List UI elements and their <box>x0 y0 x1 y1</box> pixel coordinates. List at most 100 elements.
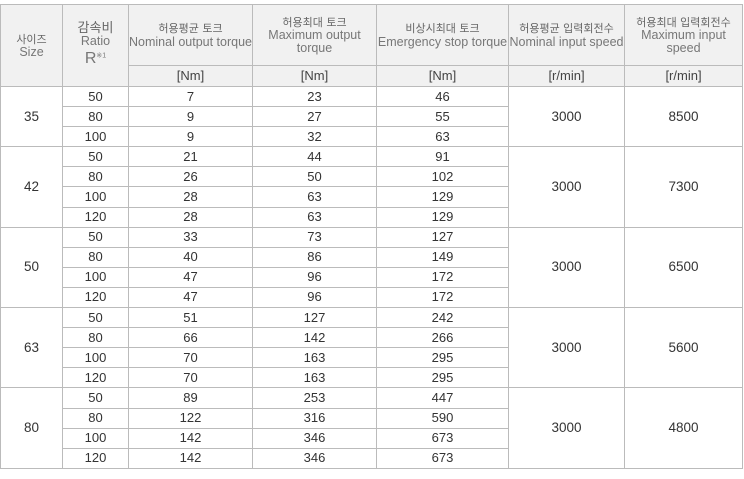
table-row: 50 50 33 73 127 3000 6500 <box>0 226 743 309</box>
table-row: 80 122 316 590 <box>1 407 743 429</box>
max-torque-cell: 96 <box>252 286 377 309</box>
header-emergency-torque: 비상시최대 토크 Emergency stop torque <box>376 4 509 66</box>
nominal-torque-cell: 40 <box>128 246 253 268</box>
nominal-torque-cell: 9 <box>128 126 253 148</box>
header-nominal-speed: 허용평균 입력회전수 Nominal input speed <box>508 4 625 66</box>
ratio-cell: 120 <box>62 447 129 469</box>
nominal-torque-cell: 89 <box>128 387 253 409</box>
max-speed-cell: 8500 <box>624 85 743 148</box>
nominal-torque-cell: 142 <box>128 427 253 449</box>
emergency-torque-cell: 102 <box>376 166 509 188</box>
max-torque-cell: 63 <box>252 186 377 208</box>
nominal-speed-cell: 3000 <box>508 387 625 469</box>
nominal-torque-cell: 28 <box>128 206 253 228</box>
max-torque-cell: 142 <box>252 327 377 349</box>
nominal-speed-cell: 3000 <box>508 85 625 148</box>
header-max-speed: 허용최대 입력회전수 Maximum input speed <box>624 4 743 66</box>
max-speed-cell: 6500 <box>624 226 743 309</box>
size-cell: 80 <box>0 387 63 469</box>
max-torque-cell: 316 <box>252 407 377 429</box>
nominal-torque-cell: 9 <box>128 106 253 128</box>
max-torque-cell: 50 <box>252 166 377 188</box>
emergency-torque-cell: 129 <box>376 186 509 208</box>
max-torque-cell: 163 <box>252 367 377 389</box>
emergency-torque-cell: 46 <box>376 85 509 108</box>
max-speed-cell: 7300 <box>624 146 743 228</box>
table-row: 120 28 63 129 <box>1 206 743 228</box>
header-nominal-torque: 허용평균 토크 Nominal output torque <box>128 4 253 66</box>
ratio-cell: 100 <box>62 427 129 449</box>
ratio-cell: 80 <box>62 407 129 429</box>
emergency-torque-cell: 129 <box>376 206 509 228</box>
ratio-cell: 50 <box>62 387 129 409</box>
emergency-torque-cell: 172 <box>376 266 509 288</box>
ratio-cell: 100 <box>62 266 129 288</box>
max-torque-cell: 44 <box>252 146 377 168</box>
emergency-torque-cell: 447 <box>376 387 509 409</box>
unit-max-torque: [Nm] <box>252 65 377 87</box>
unit-nominal-speed: [r/min] <box>508 65 625 87</box>
ratio-cell: 80 <box>62 106 129 128</box>
header-max-torque: 허용최대 토크 Maximum output torque <box>252 4 377 66</box>
nominal-torque-cell: 26 <box>128 166 253 188</box>
emergency-torque-cell: 149 <box>376 246 509 268</box>
max-torque-cell: 346 <box>252 447 377 469</box>
emergency-torque-cell: 172 <box>376 286 509 309</box>
nominal-speed-cell: 3000 <box>508 226 625 309</box>
nominal-speed-cell: 3000 <box>508 307 625 389</box>
max-torque-cell: 163 <box>252 347 377 369</box>
ratio-cell: 50 <box>62 307 129 329</box>
table-row: 120 142 346 673 <box>1 447 743 469</box>
ratio-cell: 100 <box>62 126 129 148</box>
nominal-torque-cell: 122 <box>128 407 253 429</box>
size-cell: 42 <box>0 146 63 228</box>
max-torque-cell: 32 <box>252 126 377 148</box>
emergency-torque-cell: 295 <box>376 367 509 389</box>
nominal-torque-cell: 70 <box>128 347 253 369</box>
ratio-cell: 80 <box>62 166 129 188</box>
ratio-cell: 100 <box>62 186 129 208</box>
header-ratio: 감속비 Ratio R※1 <box>62 4 129 87</box>
emergency-torque-cell: 55 <box>376 106 509 128</box>
specification-table: 사이즈 Size 감속비 Ratio R※1 허용평균 토크 Nominal outpu… <box>0 4 743 469</box>
emergency-torque-cell: 242 <box>376 307 509 329</box>
max-torque-cell: 127 <box>252 307 377 329</box>
unit-nominal-torque: [Nm] <box>128 65 253 87</box>
ratio-cell: 80 <box>62 327 129 349</box>
nominal-torque-cell: 70 <box>128 367 253 389</box>
ratio-cell: 120 <box>62 367 129 389</box>
nominal-torque-cell: 33 <box>128 226 253 248</box>
max-torque-cell: 86 <box>252 246 377 268</box>
nominal-speed-cell: 3000 <box>508 146 625 228</box>
nominal-torque-cell: 66 <box>128 327 253 349</box>
emergency-torque-cell: 63 <box>376 126 509 148</box>
ratio-cell: 50 <box>62 146 129 168</box>
ratio-cell: 120 <box>62 206 129 228</box>
nominal-torque-cell: 142 <box>128 447 253 469</box>
max-torque-cell: 63 <box>252 206 377 228</box>
header-size: 사이즈 Size <box>0 4 63 87</box>
emergency-torque-cell: 127 <box>376 226 509 248</box>
emergency-torque-cell: 590 <box>376 407 509 429</box>
table-row: 80 40 86 149 <box>1 246 743 268</box>
ratio-cell: 120 <box>62 286 129 309</box>
size-cell: 63 <box>0 307 63 389</box>
emergency-torque-cell: 91 <box>376 146 509 168</box>
size-cell: 35 <box>0 85 63 148</box>
table-row: 100 142 346 673 <box>1 427 743 449</box>
ratio-cell: 100 <box>62 347 129 369</box>
nominal-torque-cell: 21 <box>128 146 253 168</box>
max-torque-cell: 96 <box>252 266 377 288</box>
max-speed-cell: 5600 <box>624 307 743 389</box>
emergency-torque-cell: 295 <box>376 347 509 369</box>
max-torque-cell: 23 <box>252 85 377 108</box>
table-row: 42 50 21 44 91 3000 7300 <box>0 146 743 228</box>
nominal-torque-cell: 47 <box>128 266 253 288</box>
table-row: 120 70 163 295 <box>1 367 743 389</box>
max-speed-cell: 4800 <box>624 387 743 469</box>
nominal-torque-cell: 47 <box>128 286 253 309</box>
nominal-torque-cell: 51 <box>128 307 253 329</box>
emergency-torque-cell: 266 <box>376 327 509 349</box>
table-row: 120 47 96 172 <box>1 286 743 309</box>
table-row: 80 50 89 253 447 3000 4800 <box>0 387 743 469</box>
